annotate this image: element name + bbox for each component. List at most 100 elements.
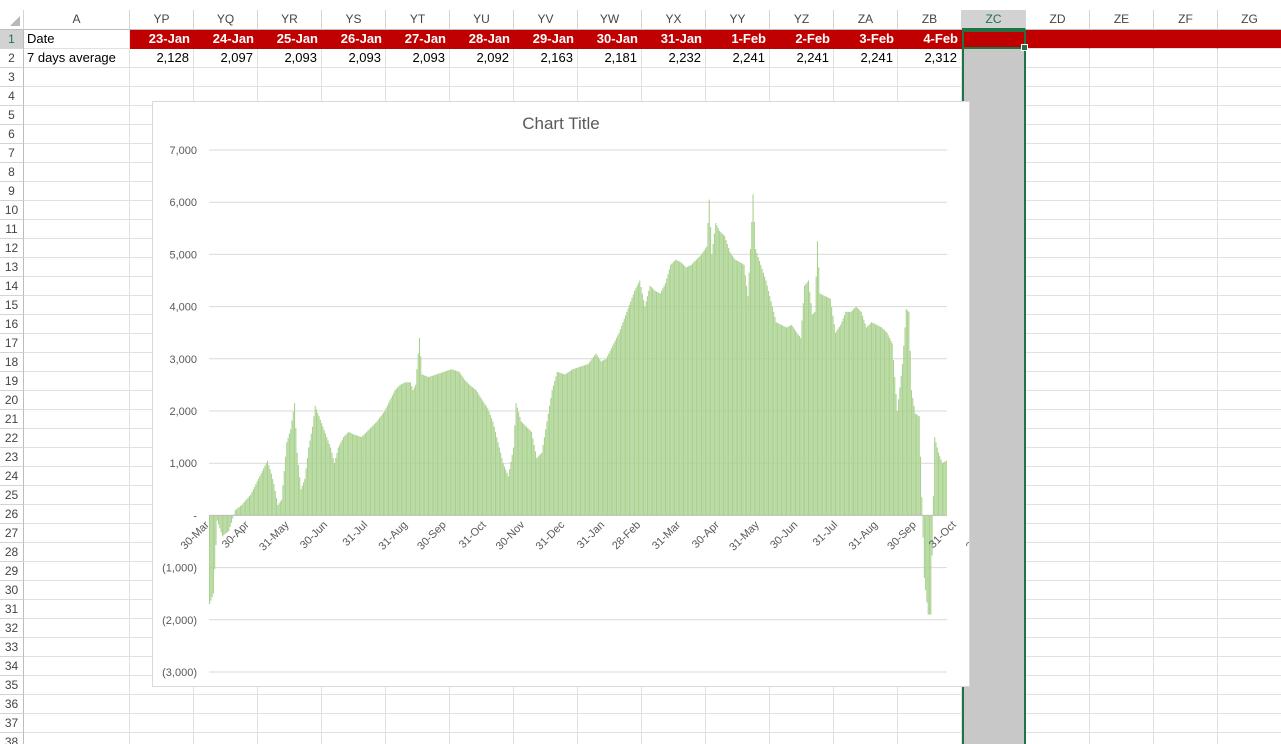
cell-zf7[interactable] bbox=[1154, 144, 1218, 163]
bar[interactable] bbox=[376, 421, 378, 516]
bar[interactable] bbox=[345, 434, 347, 516]
cell-zf6[interactable] bbox=[1154, 125, 1218, 144]
bar[interactable] bbox=[355, 435, 357, 516]
bar[interactable] bbox=[484, 404, 486, 516]
bar[interactable] bbox=[749, 249, 752, 516]
cell-yr36[interactable] bbox=[258, 695, 322, 714]
bar[interactable] bbox=[578, 367, 580, 516]
column-header-yv[interactable]: YV bbox=[514, 10, 578, 30]
cell-a33[interactable] bbox=[24, 638, 130, 657]
bar[interactable] bbox=[898, 399, 900, 516]
cell-zd13[interactable] bbox=[1026, 258, 1090, 277]
bar[interactable] bbox=[442, 372, 444, 516]
bar[interactable] bbox=[873, 323, 875, 516]
cell-zg20[interactable] bbox=[1218, 391, 1281, 410]
cell-zf24[interactable] bbox=[1154, 467, 1218, 486]
cell-ze19[interactable] bbox=[1090, 372, 1154, 391]
row-header-8[interactable]: 8 bbox=[0, 163, 24, 182]
bar[interactable] bbox=[394, 390, 396, 516]
bar[interactable] bbox=[648, 290, 650, 516]
bar[interactable] bbox=[444, 371, 446, 516]
bar[interactable] bbox=[885, 331, 887, 516]
row-header-6[interactable]: 6 bbox=[0, 125, 24, 144]
bar[interactable] bbox=[357, 435, 359, 516]
bar[interactable] bbox=[579, 366, 582, 516]
bar[interactable] bbox=[597, 357, 600, 516]
bar[interactable] bbox=[861, 315, 864, 516]
bar[interactable] bbox=[939, 456, 941, 516]
bar[interactable] bbox=[556, 371, 558, 516]
bar[interactable] bbox=[650, 287, 652, 516]
bar[interactable] bbox=[631, 297, 633, 516]
bar[interactable] bbox=[682, 264, 685, 516]
average-cell-zb[interactable]: 2,312 bbox=[898, 49, 962, 68]
bar[interactable] bbox=[758, 260, 761, 516]
bar[interactable] bbox=[417, 353, 419, 516]
cell-a9[interactable] bbox=[24, 182, 130, 201]
bar[interactable] bbox=[291, 420, 293, 516]
bar[interactable] bbox=[610, 348, 612, 516]
cell-zd28[interactable] bbox=[1026, 543, 1090, 562]
bar[interactable] bbox=[340, 442, 342, 516]
cell-zf34[interactable] bbox=[1154, 657, 1218, 676]
bar[interactable] bbox=[359, 436, 361, 516]
bar[interactable] bbox=[832, 315, 834, 516]
bar[interactable] bbox=[449, 369, 451, 516]
bar[interactable] bbox=[625, 315, 627, 516]
bar[interactable] bbox=[809, 291, 811, 516]
bar[interactable] bbox=[483, 402, 485, 516]
cell-zd8[interactable] bbox=[1026, 163, 1090, 182]
cell-zd23[interactable] bbox=[1026, 448, 1090, 467]
bar[interactable] bbox=[314, 405, 316, 516]
bar[interactable] bbox=[595, 353, 597, 516]
bar[interactable] bbox=[569, 370, 571, 516]
bar[interactable] bbox=[243, 501, 245, 516]
bar[interactable] bbox=[542, 444, 544, 516]
bar[interactable] bbox=[684, 266, 686, 516]
bar[interactable] bbox=[272, 478, 274, 516]
bar[interactable] bbox=[811, 314, 813, 516]
cell-yr3[interactable] bbox=[258, 68, 322, 87]
bar[interactable] bbox=[549, 405, 551, 516]
bar[interactable] bbox=[469, 384, 471, 516]
bar[interactable] bbox=[547, 413, 549, 516]
column-header-za[interactable]: ZA bbox=[834, 10, 898, 30]
bar[interactable] bbox=[825, 296, 828, 516]
bar[interactable] bbox=[418, 337, 421, 516]
bar[interactable] bbox=[630, 301, 632, 516]
row-header-3[interactable]: 3 bbox=[0, 68, 24, 87]
bar[interactable] bbox=[516, 407, 518, 516]
cell-a32[interactable] bbox=[24, 619, 130, 638]
bar[interactable] bbox=[636, 285, 638, 516]
bar[interactable] bbox=[505, 469, 507, 516]
bar[interactable] bbox=[246, 498, 248, 516]
cell-yt3[interactable] bbox=[386, 68, 450, 87]
column-header-yy[interactable]: YY bbox=[706, 10, 770, 30]
row-header-37[interactable]: 37 bbox=[0, 714, 24, 733]
cell-zg9[interactable] bbox=[1218, 182, 1281, 201]
cell-zg28[interactable] bbox=[1218, 543, 1281, 562]
bar[interactable] bbox=[877, 325, 879, 516]
bar[interactable] bbox=[667, 273, 669, 516]
bar[interactable] bbox=[892, 360, 895, 516]
bar[interactable] bbox=[281, 499, 283, 516]
bar[interactable] bbox=[931, 515, 933, 556]
cell-ze31[interactable] bbox=[1090, 600, 1154, 619]
bar[interactable] bbox=[229, 515, 231, 527]
bar[interactable] bbox=[867, 326, 869, 516]
bar[interactable] bbox=[238, 507, 240, 516]
cell-zd17[interactable] bbox=[1026, 334, 1090, 353]
bar[interactable] bbox=[259, 476, 261, 516]
bar[interactable] bbox=[932, 496, 934, 516]
cell-ze3[interactable] bbox=[1090, 68, 1154, 87]
cell-ze30[interactable] bbox=[1090, 581, 1154, 600]
cell-zb3[interactable] bbox=[898, 68, 962, 87]
bar[interactable] bbox=[555, 376, 557, 516]
bar[interactable] bbox=[211, 515, 213, 598]
bar[interactable] bbox=[645, 301, 647, 516]
row-header-23[interactable]: 23 bbox=[0, 448, 24, 467]
bar[interactable] bbox=[816, 241, 819, 516]
column-header-yr[interactable]: YR bbox=[258, 10, 322, 30]
bar[interactable] bbox=[694, 260, 696, 516]
bar[interactable] bbox=[386, 405, 388, 516]
